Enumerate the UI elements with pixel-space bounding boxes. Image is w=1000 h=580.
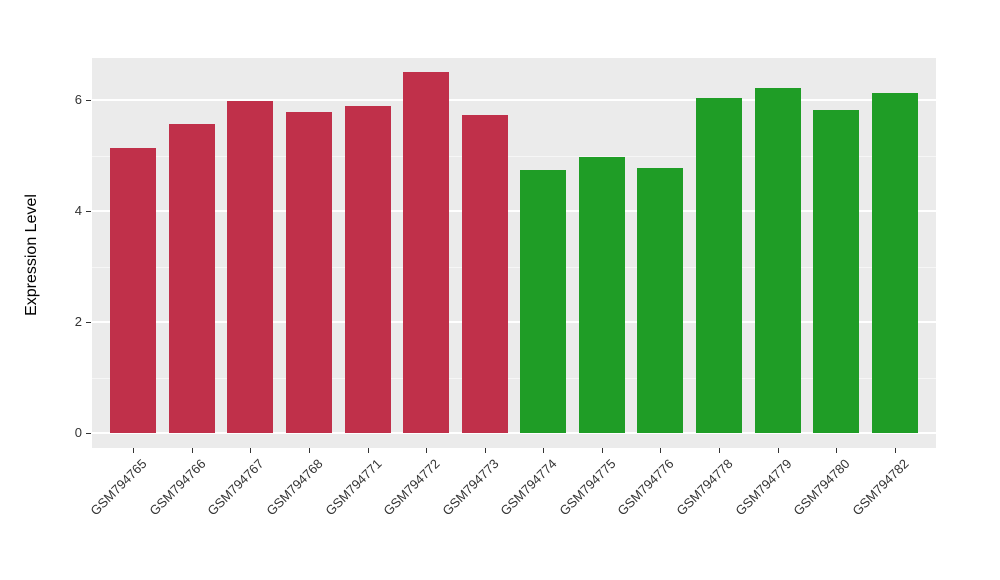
bar-GSM794780 [813, 109, 860, 433]
minor-gridline [92, 155, 936, 157]
x-tick-mark [309, 448, 310, 453]
y-tick-mark [86, 433, 91, 434]
x-tick-mark [719, 448, 720, 453]
bar-GSM794772 [403, 72, 450, 433]
bar-GSM794766 [168, 123, 215, 433]
x-tick-label: GSM794768 [263, 456, 326, 519]
x-tick-label: GSM794765 [87, 456, 150, 519]
bar-GSM794768 [286, 111, 332, 433]
bar-GSM794765 [110, 148, 157, 433]
x-tick-label: GSM794778 [673, 456, 736, 519]
x-tick-label: GSM794772 [380, 456, 443, 519]
bar-GSM794782 [871, 93, 918, 433]
major-gridline [92, 210, 936, 212]
bar-GSM794773 [461, 114, 508, 433]
major-gridline [92, 321, 936, 323]
major-gridline [92, 99, 936, 101]
y-tick-label: 6 [74, 92, 82, 107]
x-tick-mark [133, 448, 135, 453]
x-tick-label: GSM794782 [849, 456, 912, 519]
bar-GSM794767 [227, 101, 274, 433]
y-tick-mark [86, 100, 91, 101]
x-tick-mark [601, 448, 603, 453]
x-tick-label: GSM794774 [497, 456, 560, 519]
x-tick-mark [894, 448, 896, 453]
bar-GSM794775 [578, 157, 625, 433]
bar-GSM794776 [637, 167, 684, 433]
major-gridline [92, 432, 936, 434]
minor-gridline [92, 266, 936, 268]
y-tick-label: 2 [74, 314, 82, 329]
plot-panel [92, 58, 936, 448]
y-tick-label: 0 [74, 425, 82, 440]
x-tick-mark [836, 448, 838, 453]
x-tick-label: GSM794775 [556, 456, 619, 519]
x-tick-mark [660, 448, 662, 453]
x-tick-label: GSM794771 [321, 456, 385, 519]
x-tick-mark [250, 448, 252, 453]
x-tick-mark [777, 448, 779, 453]
x-tick-mark [484, 448, 486, 453]
x-tick-label: GSM794767 [204, 456, 268, 519]
y-tick-label: 4 [74, 203, 82, 218]
y-axis-title: Expression Level [23, 194, 40, 316]
x-tick-label: GSM794780 [790, 456, 853, 519]
bar-GSM794774 [520, 169, 567, 433]
bar-GSM794778 [696, 98, 742, 433]
minor-gridline [92, 377, 936, 379]
x-tick-mark [543, 448, 545, 453]
x-tick-label: GSM794779 [731, 456, 795, 519]
x-tick-mark [367, 448, 369, 453]
x-tick-label: GSM794766 [146, 456, 209, 519]
x-tick-mark [426, 448, 428, 453]
x-tick-label: GSM794776 [614, 456, 678, 519]
x-tick-mark [191, 448, 193, 453]
y-tick-mark [86, 322, 91, 323]
bar-GSM794779 [754, 87, 801, 433]
bar-GSM794771 [344, 106, 391, 433]
y-tick-mark [86, 211, 91, 212]
x-tick-label: GSM794773 [439, 456, 502, 519]
